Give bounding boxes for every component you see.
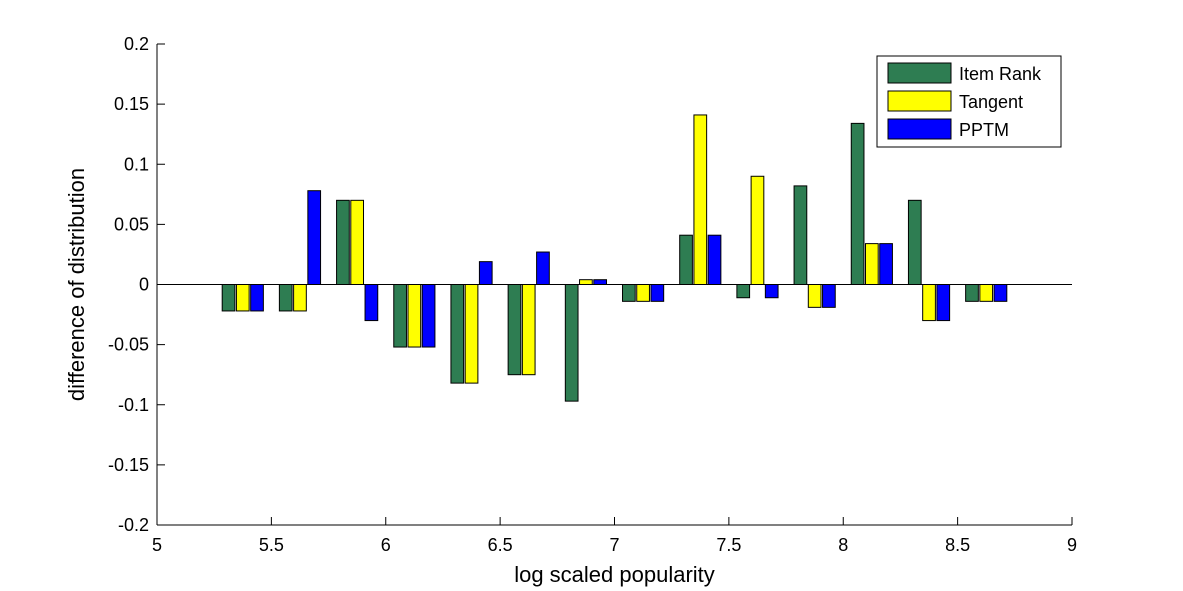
legend-swatch-1 xyxy=(887,90,952,112)
bar-tangent-6 xyxy=(579,279,593,286)
bar-tangent-5 xyxy=(521,284,536,376)
bar-pptm-11 xyxy=(879,243,893,285)
y-tick-label-4: 0 xyxy=(139,275,149,295)
bar-tangent-9 xyxy=(750,175,765,286)
bar-tangent-1 xyxy=(293,284,307,312)
bar-pptm-10 xyxy=(822,284,836,308)
x-tick-label-6: 8 xyxy=(838,535,848,555)
bar-item-rank-3 xyxy=(393,284,407,348)
bar-pptm-2 xyxy=(364,284,379,322)
bar-pptm-0 xyxy=(250,284,264,312)
ticks-group: 5 5.5 6 6.5 7 7.5 8 8.5 9 -0.2 -0.15 -0.1 -0.05 0 0.05… xyxy=(108,34,1077,555)
bar-pptm-8 xyxy=(707,234,722,285)
x-tick-label-5: 7.5 xyxy=(716,535,741,555)
bar-pptm-6 xyxy=(593,279,607,286)
bar-pptm-7 xyxy=(650,284,665,302)
bar-item-rank-1 xyxy=(278,284,293,312)
x-axis-label: log scaled popularity xyxy=(514,562,715,587)
bar-tangent-11 xyxy=(864,243,879,285)
legend-swatch-0 xyxy=(887,62,952,84)
bar-pptm-3 xyxy=(421,284,436,348)
x-tick-label-8: 9 xyxy=(1067,535,1077,555)
y-tick-label-2: -0.1 xyxy=(118,395,149,415)
y-tick-label-8: 0.2 xyxy=(124,34,149,54)
bar-tangent-4 xyxy=(464,284,479,384)
bar-tangent-10 xyxy=(807,284,822,308)
legend: Item Rank Tangent PPTM xyxy=(876,55,1062,148)
y-tick-label-7: 0.15 xyxy=(114,94,149,114)
y-tick-label-3: -0.05 xyxy=(108,335,149,355)
legend-label-2: PPTM xyxy=(959,120,1009,140)
bar-tangent-13 xyxy=(979,284,994,302)
legend-swatch-2 xyxy=(887,118,952,140)
legend-label-0: Item Rank xyxy=(959,64,1042,84)
bar-tangent-0 xyxy=(235,284,250,312)
x-tick-label-2: 6 xyxy=(381,535,391,555)
bar-item-rank-6 xyxy=(564,284,579,402)
bar-item-rank-11 xyxy=(850,122,865,286)
bar-pptm-1 xyxy=(307,190,322,285)
bar-tangent-12 xyxy=(922,284,936,322)
bar-tangent-8 xyxy=(693,114,708,285)
bar-tangent-3 xyxy=(407,284,422,348)
bar-tangent-2 xyxy=(350,199,365,286)
bar-pptm-5 xyxy=(536,251,550,285)
bars-group xyxy=(221,114,1008,402)
y-tick-label-6: 0.1 xyxy=(124,154,149,174)
y-axis-label: difference of distribution xyxy=(64,168,89,401)
bar-item-rank-10 xyxy=(793,185,808,285)
bar-pptm-12 xyxy=(936,284,951,322)
x-tick-label-0: 5 xyxy=(152,535,162,555)
bar-item-rank-5 xyxy=(507,284,522,376)
bar-pptm-4 xyxy=(478,261,493,285)
bar-pptm-9 xyxy=(764,284,779,299)
bar-item-rank-2 xyxy=(336,199,350,286)
bar-pptm-13 xyxy=(993,284,1008,302)
x-tick-label-3: 6.5 xyxy=(488,535,513,555)
y-tick-label-5: 0.05 xyxy=(114,214,149,234)
bar-item-rank-8 xyxy=(679,234,693,285)
bar-item-rank-7 xyxy=(622,284,636,302)
y-tick-label-0: -0.2 xyxy=(118,515,149,535)
bar-item-rank-9 xyxy=(736,284,751,299)
bar-item-rank-13 xyxy=(965,284,979,302)
bar-item-rank-4 xyxy=(450,284,465,384)
x-tick-label-1: 5.5 xyxy=(259,535,284,555)
x-tick-label-7: 8.5 xyxy=(945,535,970,555)
bar-item-rank-0 xyxy=(221,284,236,312)
bar-tangent-7 xyxy=(636,284,650,302)
x-tick-label-4: 7 xyxy=(609,535,619,555)
bar-item-rank-12 xyxy=(907,199,922,286)
y-tick-label-1: -0.15 xyxy=(108,455,149,475)
legend-label-1: Tangent xyxy=(959,92,1023,112)
